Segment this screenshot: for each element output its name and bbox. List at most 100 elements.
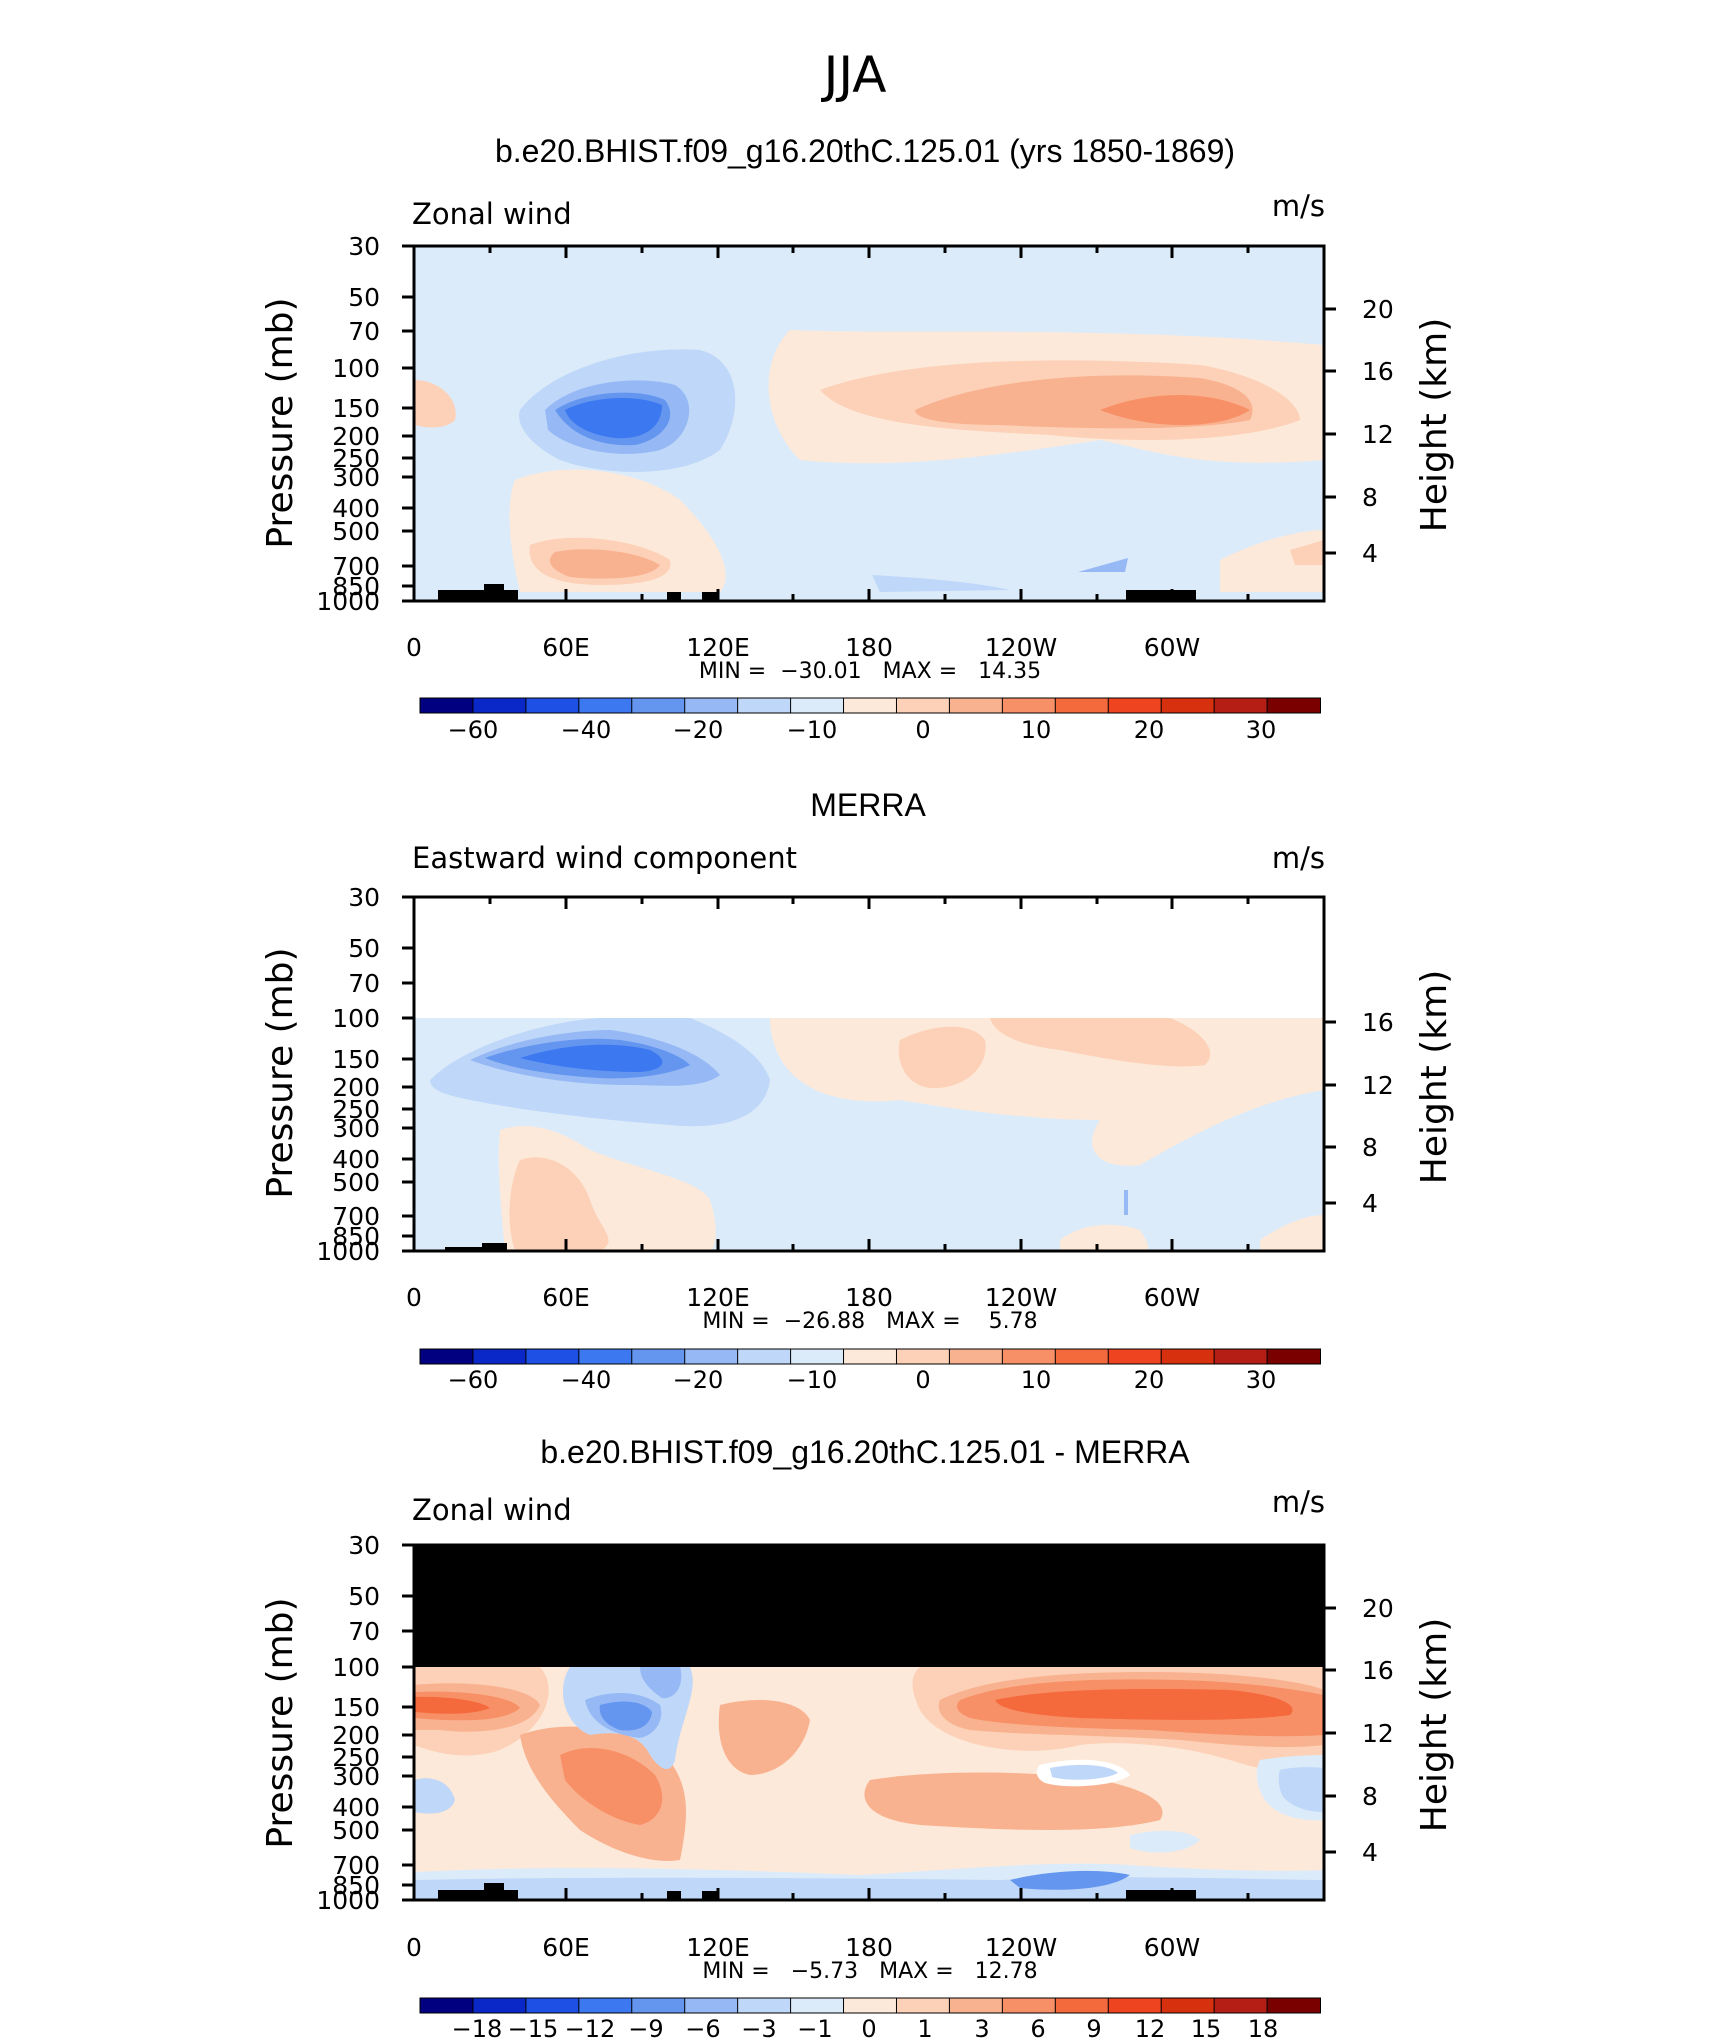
y-tick-label: 1000 <box>316 1237 380 1266</box>
panel-3-region-negative-3 <box>599 1701 652 1731</box>
figure-title: JJA <box>821 46 887 104</box>
colorbar-label: 0 <box>915 716 930 744</box>
panel-3-y-ticks: 30 50 70 100 150 200 250 300 400 500 700… <box>316 1531 380 1915</box>
y2-tick-label: 8 <box>1362 1782 1378 1811</box>
y-tick-label: 850 <box>332 1871 380 1900</box>
panel-3-region-positive-4 <box>414 1696 490 1714</box>
y2-tick-label: 20 <box>1362 295 1394 324</box>
y2-tick-label: 8 <box>1362 1133 1378 1162</box>
panel-3-region-negative-9 <box>414 1778 455 1814</box>
y-tick-label: 150 <box>332 1045 380 1074</box>
panel-1-unit-label: m/s <box>1272 189 1325 223</box>
panel-1-land-block <box>702 592 719 601</box>
colorbar-label: −9 <box>628 2015 663 2038</box>
colorbar-swatch <box>419 697 474 714</box>
colorbar-label: −18 <box>452 2015 503 2038</box>
x-tick-label: 0 <box>406 1933 422 1962</box>
colorbar-swatch <box>1054 697 1110 714</box>
panel-3-colorbar <box>419 1997 1322 2014</box>
colorbar-label: 18 <box>1248 2015 1279 2038</box>
panel-3-land-block <box>702 1891 719 1900</box>
colorbar-swatch <box>737 1997 792 2014</box>
y-tick-label: 150 <box>332 394 380 423</box>
x-tick-label: 180 <box>845 1283 893 1312</box>
panel-3-region-positive-11 <box>864 1772 1163 1830</box>
y2-tick-label: 12 <box>1362 420 1394 449</box>
colorbar-label: −10 <box>787 1366 838 1394</box>
colorbar-swatch <box>895 1997 951 2014</box>
colorbar-swatch <box>419 1997 474 2014</box>
panel-1-land-block <box>1126 590 1196 601</box>
colorbar-label: −3 <box>741 2015 776 2038</box>
panel-3-missing-data-block <box>414 1545 1324 1667</box>
panel-3-region-negative-13 <box>1130 1830 1200 1853</box>
colorbar-label: −1 <box>797 2015 832 2038</box>
colorbar-label: −20 <box>673 716 724 744</box>
panel-3-y2label: Height (km) <box>1414 1618 1455 1832</box>
colorbar-swatch <box>843 697 898 714</box>
panel-1-land-block <box>438 590 518 601</box>
y-tick-label: 500 <box>332 1816 380 1845</box>
y-tick-label: 500 <box>332 517 380 546</box>
panel-1-region-upper-westerly-peak <box>1100 395 1250 425</box>
panel-1-left-label: Zonal wind <box>412 197 572 231</box>
panel-3-contour-field <box>414 1545 1324 1900</box>
y2-tick-label: 12 <box>1362 1071 1394 1100</box>
panel-2-min-max: MIN = −26.88 MAX = 5.78 <box>702 1309 1037 1334</box>
y2-tick-label: 4 <box>1362 539 1378 568</box>
y2-tick-label: 4 <box>1362 1189 1378 1218</box>
panel-1-region-right-westerly-core <box>1290 540 1324 565</box>
colorbar-swatch <box>472 1348 527 1365</box>
panel-2-y2-ticks: 16 12 8 4 <box>1362 1008 1394 1218</box>
panel-3-region-negative-8 <box>1278 1767 1324 1812</box>
panel-2-region-lower-westerly-core <box>509 1157 609 1251</box>
colorbar-label: 3 <box>974 2015 989 2038</box>
panel-1-region-surface-easterly <box>872 575 1010 592</box>
y-tick-label: 1000 <box>316 587 380 616</box>
colorbar-swatch <box>895 697 951 714</box>
colorbar-swatch <box>1160 1348 1216 1365</box>
panel-1-title: b.e20.BHIST.f09_g16.20thC.125.01 (yrs 18… <box>495 133 1235 169</box>
panel-1-y2label: Height (km) <box>1414 318 1455 532</box>
colorbar-swatch <box>790 697 845 714</box>
colorbar-swatch <box>790 1997 845 2014</box>
colorbar-label: 30 <box>1246 716 1277 744</box>
colorbar-label: −10 <box>787 716 838 744</box>
colorbar-swatch <box>843 1348 898 1365</box>
colorbar-swatch <box>1107 697 1163 714</box>
colorbar-swatch <box>631 1997 686 2014</box>
panel-2-land-block <box>482 1243 507 1251</box>
panel-2-title: MERRA <box>810 787 926 823</box>
colorbar-label: 1 <box>917 2015 932 2038</box>
y2-tick-label: 4 <box>1362 1838 1378 1867</box>
colorbar-swatch <box>525 697 580 714</box>
panel-1-y2-ticks: 20 16 12 8 4 <box>1362 295 1394 568</box>
colorbar-swatch <box>684 1348 739 1365</box>
y-tick-label: 50 <box>348 934 380 963</box>
y-tick-label: 400 <box>332 494 380 523</box>
panel-2-x-ticks: 0 60E 120E 180 120W 60W <box>406 1283 1200 1312</box>
panel-3-tick-marks <box>402 1543 1336 1902</box>
panel-1-region-left-westerly <box>414 380 456 428</box>
colorbar-label: 20 <box>1134 1366 1165 1394</box>
colorbar-label: −12 <box>565 2015 616 2038</box>
colorbar-swatch <box>419 1348 474 1365</box>
y-tick-label: 400 <box>332 1145 380 1174</box>
panel-3-left-label: Zonal wind <box>412 1493 572 1527</box>
panel-2-y2label: Height (km) <box>1414 970 1455 1184</box>
y-tick-label: 150 <box>332 1693 380 1722</box>
colorbar-swatch <box>1160 697 1216 714</box>
colorbar-swatch <box>472 697 527 714</box>
y-tick-label: 200 <box>332 422 380 451</box>
panel-1-land-block <box>667 592 681 601</box>
colorbar-swatch <box>1054 1348 1110 1365</box>
panel-3-land-block <box>484 1883 504 1900</box>
y-tick-label: 100 <box>332 1653 380 1682</box>
y-tick-label: 200 <box>332 1721 380 1750</box>
colorbar-swatch <box>1001 697 1057 714</box>
panel-2-missing-data-region <box>414 897 1324 1018</box>
colorbar-label: 20 <box>1134 716 1165 744</box>
y-tick-label: 70 <box>348 317 380 346</box>
panel-3-region-negative-6 <box>1050 1764 1118 1780</box>
panel-3-x-ticks: 0 60E 120E 180 120W 60W <box>406 1933 1200 1962</box>
